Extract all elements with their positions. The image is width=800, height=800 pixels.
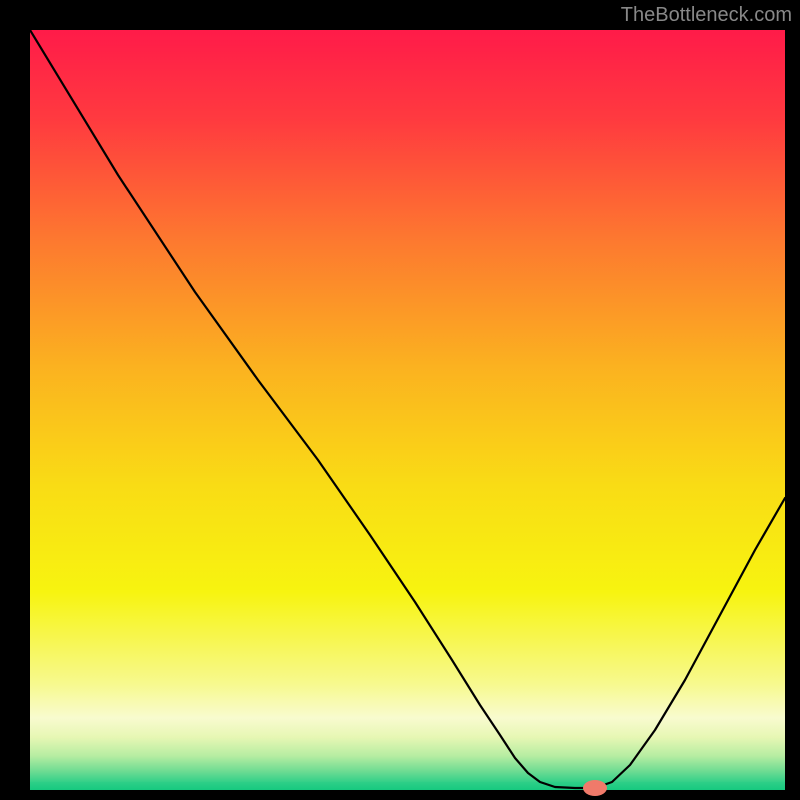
optimum-marker: [583, 780, 607, 796]
plot-area: [30, 30, 785, 790]
watermark-text: TheBottleneck.com: [621, 4, 792, 27]
figure-root: TheBottleneck.com: [0, 0, 800, 800]
bottleneck-curve: [30, 30, 785, 790]
